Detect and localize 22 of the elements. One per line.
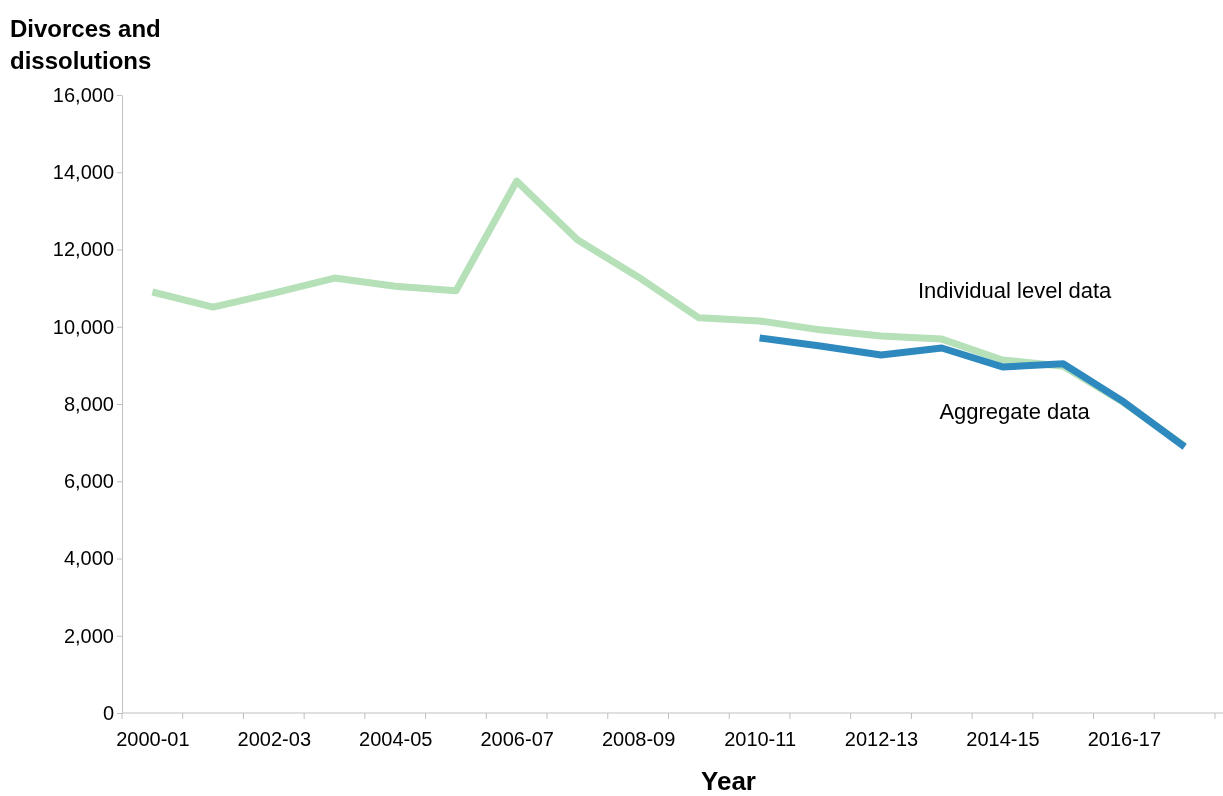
x-tick-label: 2010-11 xyxy=(724,728,797,750)
y-tick-label: 12,000 xyxy=(52,238,114,261)
y-tick-label: 16,000 xyxy=(52,83,114,106)
y-tick-label: 6,000 xyxy=(63,470,114,493)
y-tick-label: 8,000 xyxy=(63,392,114,415)
y-tick-label: 4,000 xyxy=(63,547,114,570)
y-tick-label: 0 xyxy=(102,701,114,724)
x-tick-label: 2000-01 xyxy=(116,728,190,750)
y-tick-label: 14,000 xyxy=(52,161,114,184)
x-tick-label: 2002-03 xyxy=(237,728,312,750)
x-axis-title: Year xyxy=(701,766,756,796)
series-label: Aggregate data xyxy=(939,399,1091,425)
y-tick-label: 10,000 xyxy=(52,315,114,338)
x-tick-label: 2006-07 xyxy=(480,728,554,750)
y-axis-title: Divorces and dissolutions xyxy=(10,15,161,74)
x-tick-label: 2016-17 xyxy=(1087,728,1162,750)
x-tick-label: 2004-05 xyxy=(359,728,433,750)
series-label: Individual level data xyxy=(918,277,1113,303)
x-tick-label: 2014-15 xyxy=(966,728,1040,750)
x-tick-label: 2008-09 xyxy=(601,728,676,750)
y-tick-label: 2,000 xyxy=(63,624,114,647)
x-tick-label: 2012-13 xyxy=(844,728,919,750)
